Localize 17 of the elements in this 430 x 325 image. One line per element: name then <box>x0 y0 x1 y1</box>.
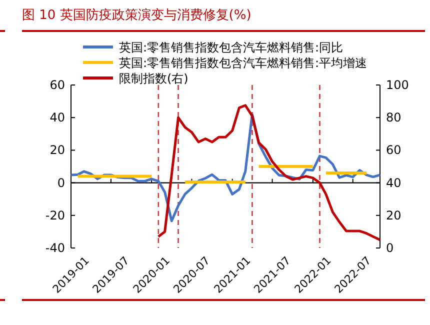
y2-tick-label: 0 <box>386 241 394 255</box>
y2-tick-label: 60 <box>386 143 402 158</box>
y2-tick-label: 20 <box>386 208 402 222</box>
y-tick-label: -20 <box>45 208 65 222</box>
chart-title: 图 10 英国防疫政策演变与消费修复(%) <box>22 8 252 23</box>
line-series <box>157 104 382 242</box>
y-tick-label: 40 <box>50 110 65 125</box>
y2-tick-label: 40 <box>386 176 402 190</box>
legend-label: 限制指数(右) <box>119 72 188 86</box>
y-tick-label: -40 <box>45 241 65 255</box>
y2-tick-label: 80 <box>386 110 402 125</box>
y-tick-label: 0 <box>57 176 65 190</box>
y2-tick-label: 100 <box>386 78 409 92</box>
legend-label: 英国:零售销售指数包含汽车燃料销售:同比 <box>119 40 344 54</box>
y-tick-label: 20 <box>50 143 65 158</box>
y-tick-label: 60 <box>50 78 65 92</box>
legend-label: 英国:零售销售指数包含汽车燃料销售:平均增速 <box>119 56 368 70</box>
